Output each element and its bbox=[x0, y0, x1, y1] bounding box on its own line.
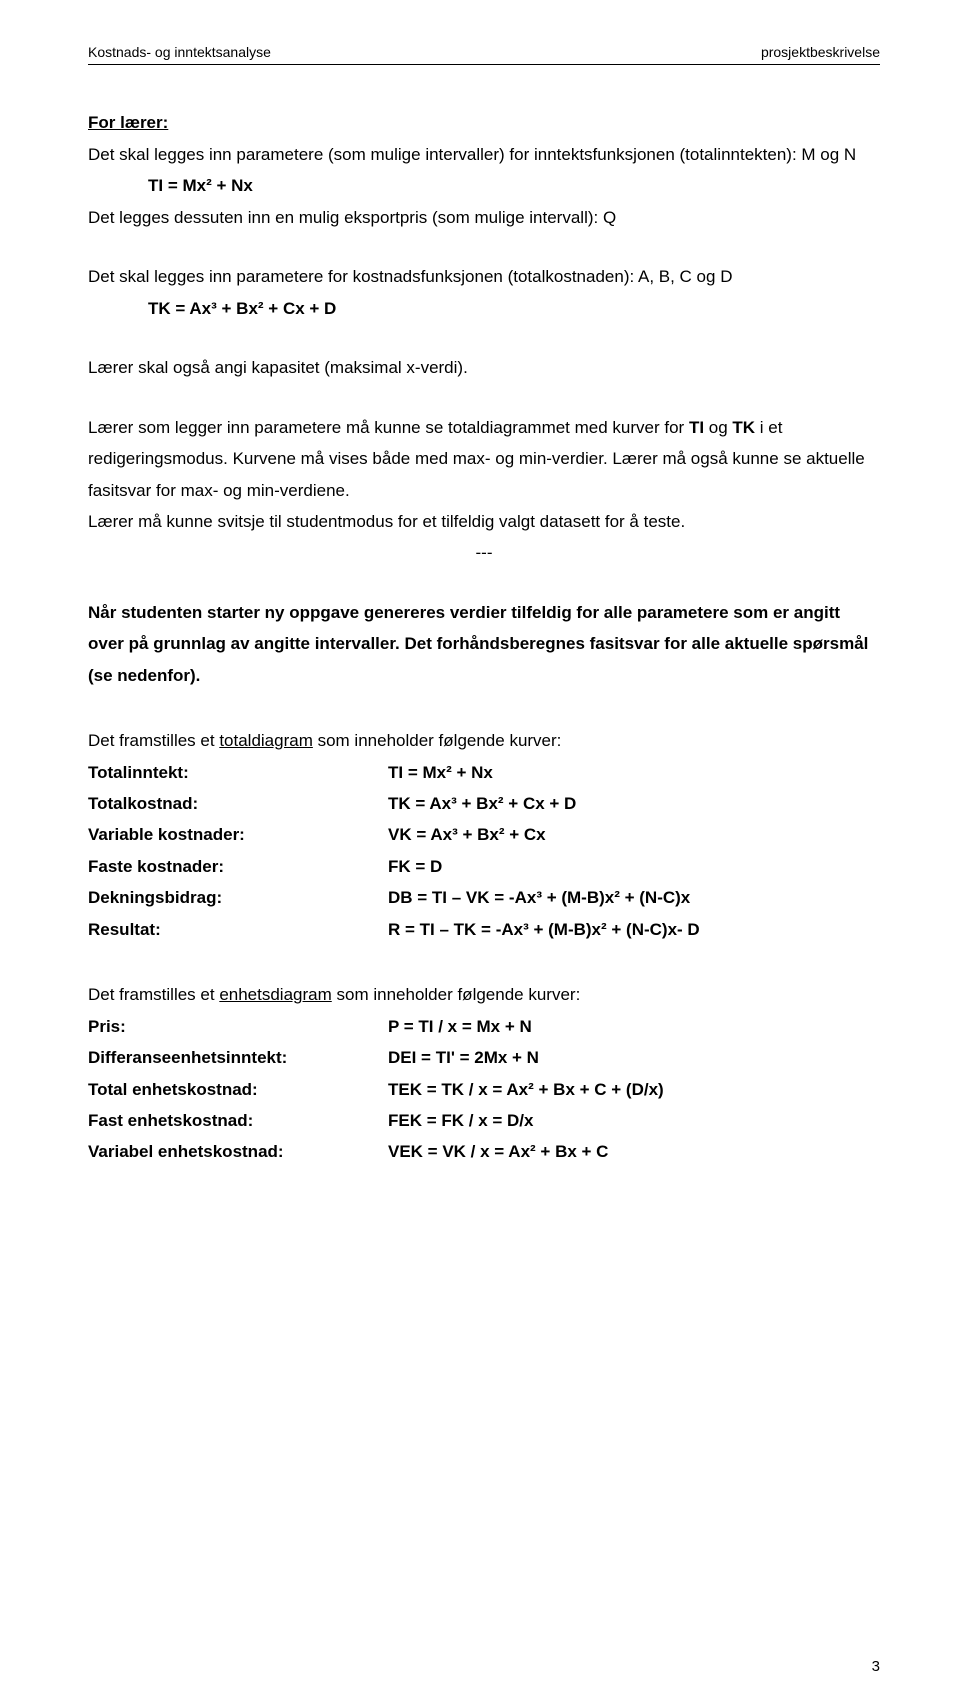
formula-ti: TI = Mx² + Nx bbox=[148, 170, 880, 201]
text-span: som inneholder følgende kurver: bbox=[332, 985, 581, 1004]
row-formula: P = TI / x = Mx + N bbox=[388, 1011, 880, 1042]
table-row: Totalinntekt: TI = Mx² + Nx bbox=[88, 757, 880, 788]
text-span: som inneholder følgende kurver: bbox=[313, 731, 562, 750]
page-header: Kostnads- og inntektsanalyse prosjektbes… bbox=[88, 44, 880, 60]
table-row: Faste kostnader: FK = D bbox=[88, 851, 880, 882]
text-span: Det framstilles et bbox=[88, 731, 219, 750]
row-formula: TI = Mx² + Nx bbox=[388, 757, 880, 788]
totaldiagram-intro: Det framstilles et totaldiagram som inne… bbox=[88, 725, 880, 756]
row-label: Variabel enhetskostnad: bbox=[88, 1136, 388, 1167]
table-row: Total enhetskostnad: TEK = TK / x = Ax² … bbox=[88, 1074, 880, 1105]
row-label: Faste kostnader: bbox=[88, 851, 388, 882]
row-formula: DEI = TI' = 2Mx + N bbox=[388, 1042, 880, 1073]
row-label: Resultat: bbox=[88, 914, 388, 945]
row-formula: TEK = TK / x = Ax² + Bx + C + (D/x) bbox=[388, 1074, 880, 1105]
term-enhetsdiagram: enhetsdiagram bbox=[219, 985, 331, 1004]
table-row: Variable kostnader: VK = Ax³ + Bx² + Cx bbox=[88, 819, 880, 850]
table-row: Dekningsbidrag: DB = TI – VK = -Ax³ + (M… bbox=[88, 882, 880, 913]
row-label: Total enhetskostnad: bbox=[88, 1074, 388, 1105]
row-label: Totalinntekt: bbox=[88, 757, 388, 788]
header-right: prosjektbeskrivelse bbox=[761, 44, 880, 60]
totaldiagram-table: Totalinntekt: TI = Mx² + Nx Totalkostnad… bbox=[88, 757, 880, 946]
row-formula: DB = TI – VK = -Ax³ + (M-B)x² + (N-C)x bbox=[388, 882, 880, 913]
section-title-teacher: For lærer: bbox=[88, 113, 880, 133]
paragraph-student-generate: Når studenten starter ny oppgave generer… bbox=[88, 597, 880, 691]
paragraph-exportprice: Det legges dessuten inn en mulig eksport… bbox=[88, 202, 880, 233]
table-row: Totalkostnad: TK = Ax³ + Bx² + Cx + D bbox=[88, 788, 880, 819]
row-formula: VK = Ax³ + Bx² + Cx bbox=[388, 819, 880, 850]
table-row: Variabel enhetskostnad: VEK = VK / x = A… bbox=[88, 1136, 880, 1167]
text-span: Lærer som legger inn parametere må kunne… bbox=[88, 418, 689, 437]
row-label: Totalkostnad: bbox=[88, 788, 388, 819]
row-label: Variable kostnader: bbox=[88, 819, 388, 850]
row-formula: FEK = FK / x = D/x bbox=[388, 1105, 880, 1136]
text-span: og bbox=[704, 418, 732, 437]
row-label: Differanseenhetsinntekt: bbox=[88, 1042, 388, 1073]
row-label: Fast enhetskostnad: bbox=[88, 1105, 388, 1136]
paragraph-intro-income: Det skal legges inn parametere (som muli… bbox=[88, 139, 880, 170]
term-totaldiagram: totaldiagram bbox=[219, 731, 313, 750]
table-row: Fast enhetskostnad: FEK = FK / x = D/x bbox=[88, 1105, 880, 1136]
table-row: Resultat: R = TI – TK = -Ax³ + (M-B)x² +… bbox=[88, 914, 880, 945]
header-left: Kostnads- og inntektsanalyse bbox=[88, 44, 271, 60]
paragraph-capacity: Lærer skal også angi kapasitet (maksimal… bbox=[88, 352, 880, 383]
row-formula: TK = Ax³ + Bx² + Cx + D bbox=[388, 788, 880, 819]
abbrev-ti: TI bbox=[689, 418, 704, 437]
row-formula: VEK = VK / x = Ax² + Bx + C bbox=[388, 1136, 880, 1167]
page-number: 3 bbox=[872, 1658, 880, 1675]
paragraph-studentmode: Lærer må kunne svitsje til studentmodus … bbox=[88, 506, 880, 537]
row-label: Dekningsbidrag: bbox=[88, 882, 388, 913]
enhetsdiagram-intro: Det framstilles et enhetsdiagram som inn… bbox=[88, 979, 880, 1010]
formula-tk: TK = Ax³ + Bx² + Cx + D bbox=[148, 293, 880, 324]
table-row: Pris: P = TI / x = Mx + N bbox=[88, 1011, 880, 1042]
row-label: Pris: bbox=[88, 1011, 388, 1042]
row-formula: R = TI – TK = -Ax³ + (M-B)x² + (N-C)x- D bbox=[388, 914, 880, 945]
paragraph-editmode: Lærer som legger inn parametere må kunne… bbox=[88, 412, 880, 506]
paragraph-intro-cost: Det skal legges inn parametere for kostn… bbox=[88, 261, 880, 292]
abbrev-tk: TK bbox=[732, 418, 755, 437]
document-page: Kostnads- og inntektsanalyse prosjektbes… bbox=[0, 0, 960, 1703]
row-formula: FK = D bbox=[388, 851, 880, 882]
header-rule bbox=[88, 64, 880, 65]
table-row: Differanseenhetsinntekt: DEI = TI' = 2Mx… bbox=[88, 1042, 880, 1073]
enhetsdiagram-table: Pris: P = TI / x = Mx + N Differanseenhe… bbox=[88, 1011, 880, 1168]
separator-dashes: --- bbox=[88, 537, 880, 568]
text-span: Det framstilles et bbox=[88, 985, 219, 1004]
